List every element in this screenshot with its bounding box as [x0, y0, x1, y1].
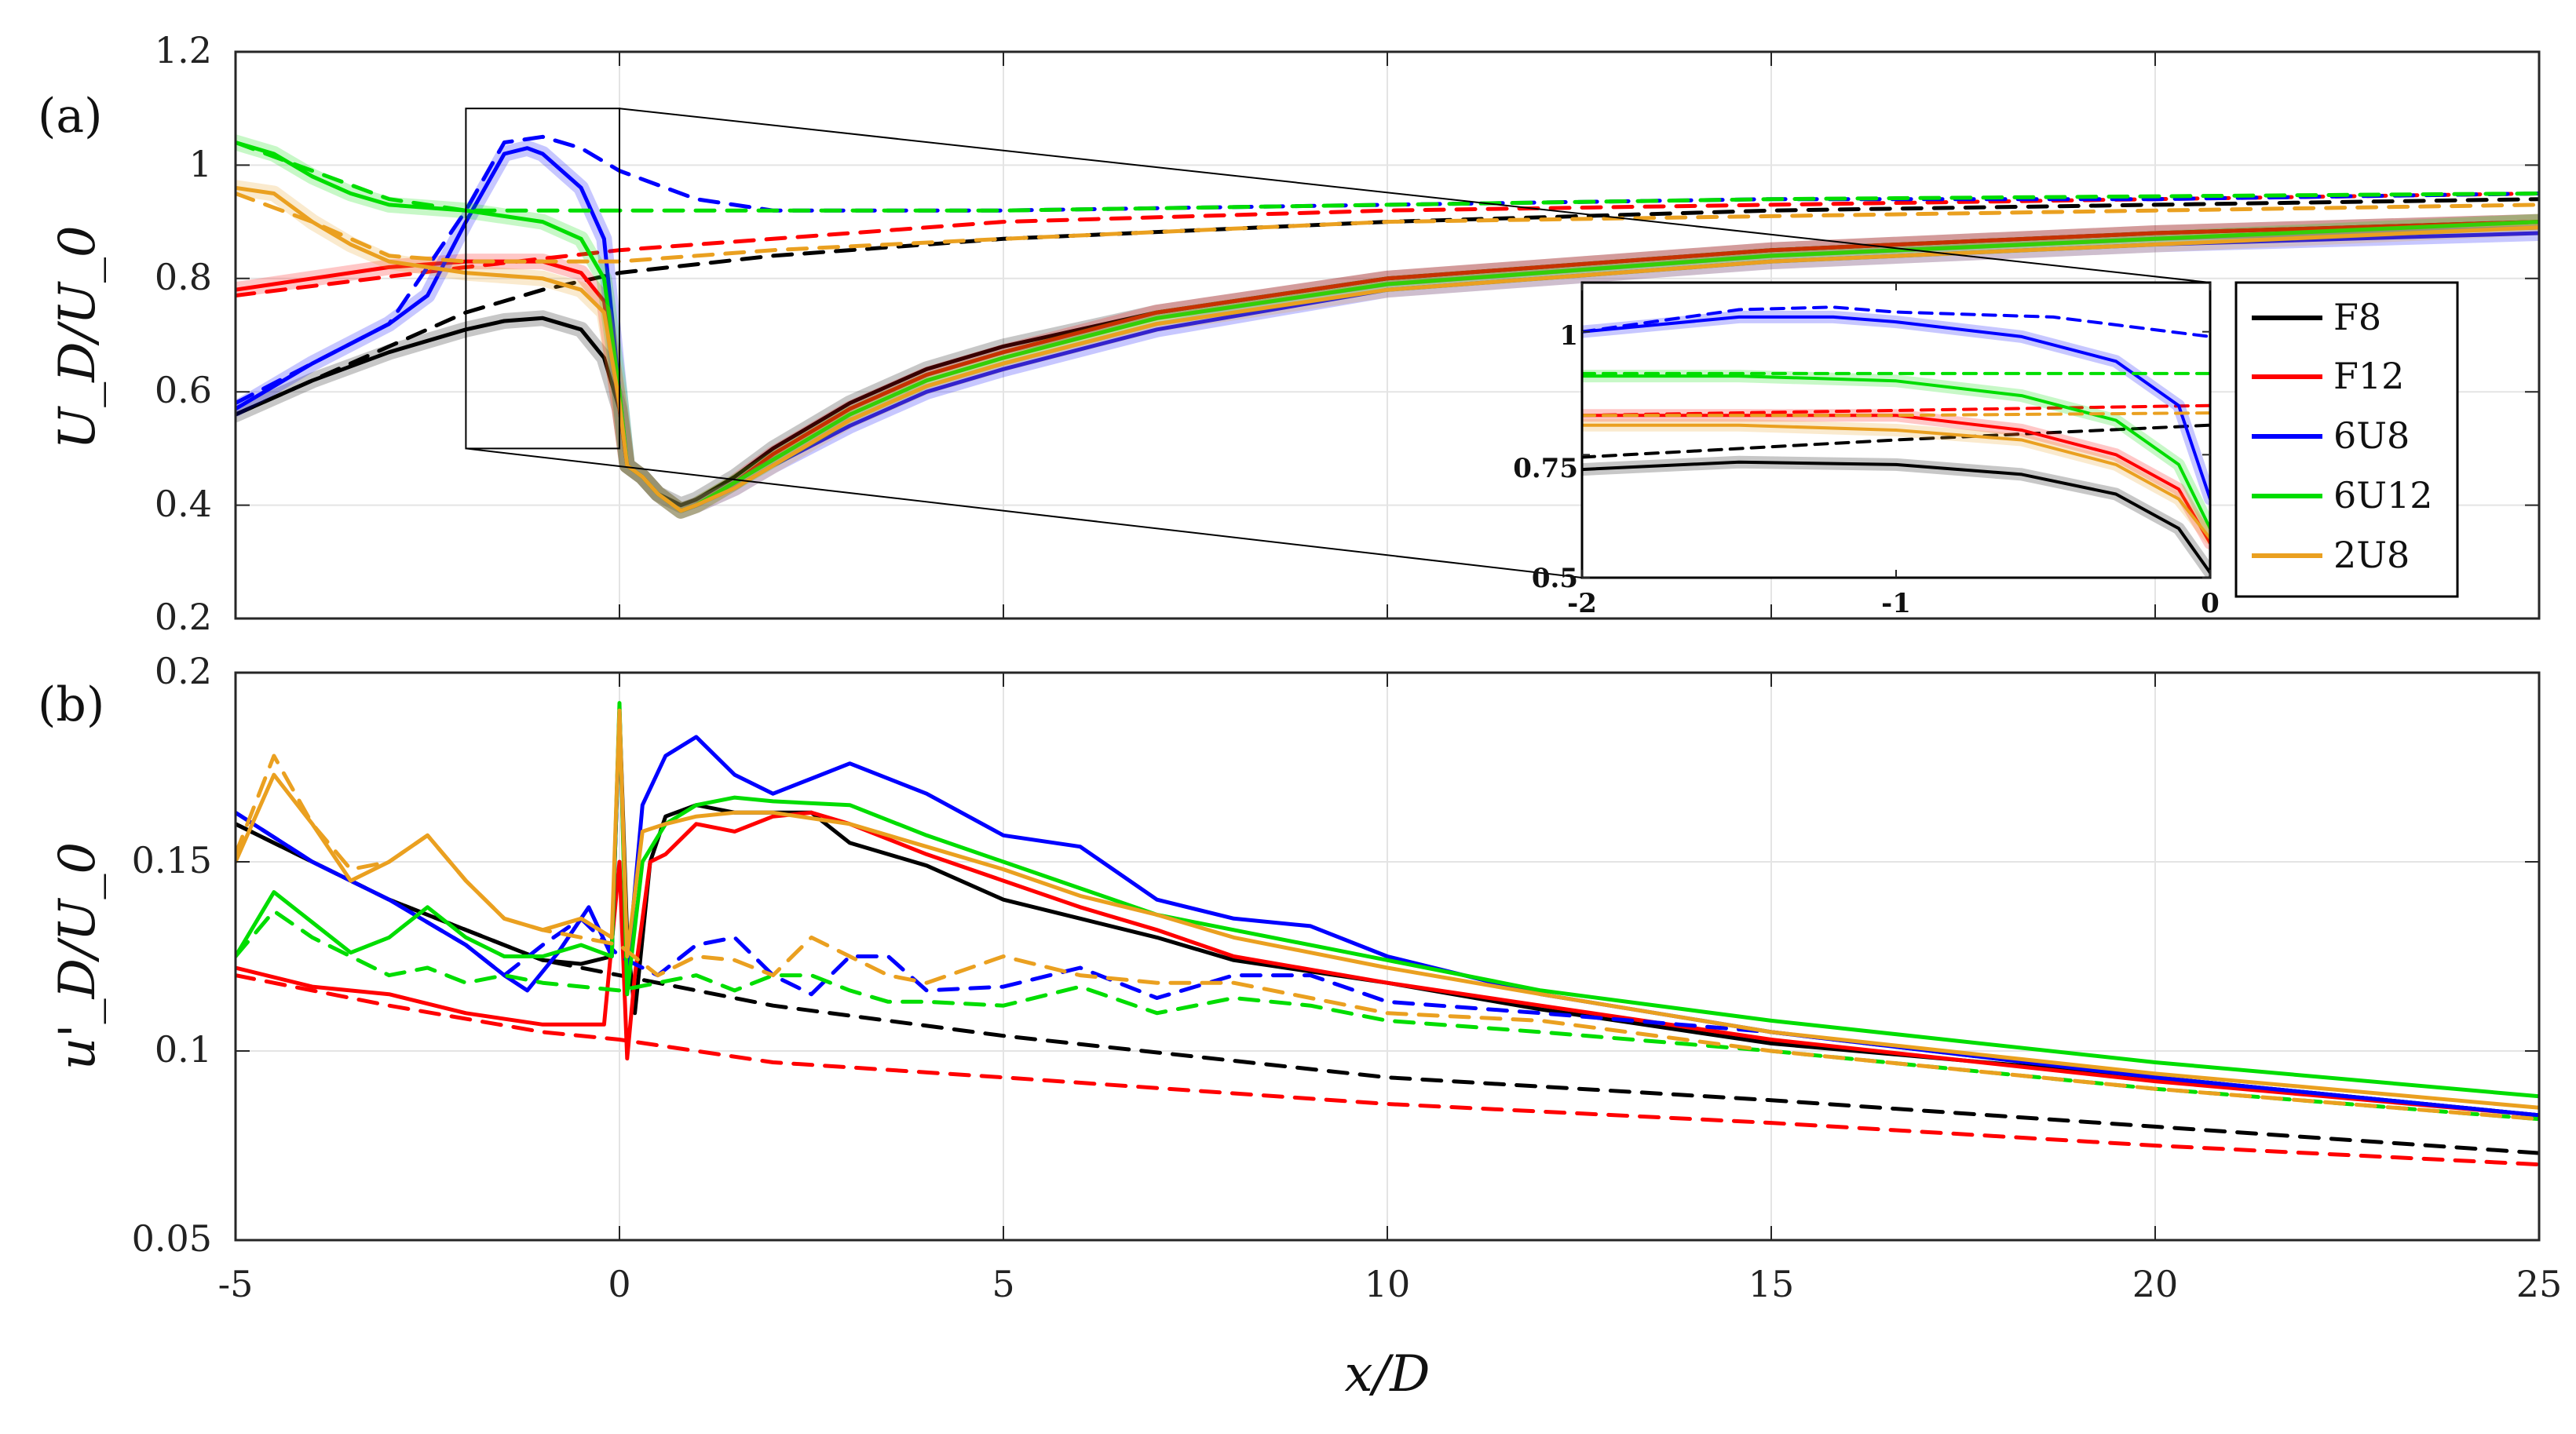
panel-a-ticks	[235, 51, 2540, 619]
panel-b-ylabel: u'_D/U_0	[49, 842, 107, 1070]
inset-series	[1582, 305, 2210, 578]
panel-a-ytick-label: 0.2	[155, 596, 212, 638]
inset-xtick-label: -2	[1567, 588, 1597, 619]
inset-line-6u8-dashed	[1582, 305, 2210, 338]
inset-line-f8-solid	[1582, 460, 2210, 575]
legend-label-2u8: 2U8	[2333, 534, 2410, 576]
panel-b-ticks	[235, 672, 2540, 1241]
panel-a-ytick-label: 1.2	[155, 29, 212, 71]
panel-b-line-6u8-solid	[236, 708, 2539, 1118]
panel-b-ytick-label: 0.05	[132, 1217, 212, 1260]
inset-line-2u8-dashed	[1582, 411, 2210, 418]
panel-b-series	[236, 701, 2539, 1167]
panel-a-ytick-label: 0.6	[155, 369, 212, 411]
zoom-indicator	[465, 108, 2211, 578]
panel-a-label: (a)	[38, 89, 103, 144]
panel-b-ytick-label: 0.2	[155, 650, 212, 692]
inset-ticks	[1581, 283, 2211, 578]
panel-a-line-2u8-dashed	[236, 192, 2539, 264]
panel-a-ytick-label: 0.8	[155, 256, 212, 298]
panel-b-label: (b)	[38, 677, 104, 732]
legend-label-f8: F8	[2333, 296, 2381, 338]
panel-a-line-6u12-dashed	[236, 140, 2539, 213]
x-axis-label: x/D	[1345, 1345, 1431, 1403]
inset-line-f8-dashed	[1582, 423, 2210, 459]
panel-b-ytick-label: 0.1	[155, 1028, 212, 1071]
xtick-label: 15	[1748, 1263, 1795, 1305]
xtick-label: 25	[2516, 1263, 2563, 1305]
panel-a-ytick-label: 1	[189, 143, 212, 185]
legend-label-6u8: 6U8	[2333, 414, 2410, 457]
panel-b-line-f12-dashed	[236, 973, 2539, 1167]
legend: F8 F12 6U8 6U12 2U8	[2234, 281, 2459, 598]
inset-line-6u8-solid	[1582, 315, 2210, 501]
inset-ytick-label: 1	[1559, 320, 1578, 352]
legend-label-f12: F12	[2333, 355, 2404, 397]
inset-xtick-label: -1	[1881, 588, 1911, 619]
xtick-label: 5	[992, 1263, 1014, 1305]
panel-b-ytick-label: 0.15	[132, 839, 212, 881]
panel-a-series	[236, 134, 2539, 519]
panel-b-line-f8-dashed	[236, 822, 2539, 1155]
xtick-label: 20	[2132, 1263, 2179, 1305]
inset-line-f12-dashed	[1582, 403, 2210, 418]
panel-b-line-6u8-dashed	[236, 810, 2539, 1118]
inset-line-2u8-solid	[1582, 423, 2210, 540]
legend-box	[2234, 281, 2459, 598]
xtick-label: -5	[218, 1263, 254, 1305]
inset-ytick-label: 0.5	[1532, 563, 1578, 594]
panel-b-line-2u8-dashed	[236, 753, 2539, 1122]
xtick-label: 10	[1365, 1263, 1411, 1305]
inset-xtick-label: 0	[2201, 588, 2220, 619]
panel-b-line-f12-solid	[236, 810, 2539, 1118]
panel-a-line-2u8-solid	[236, 185, 2539, 513]
legend-label-6u12: 6U12	[2333, 474, 2433, 516]
zoom-connector-bottom	[466, 447, 1583, 578]
inset-ytick-label: 0.75	[1513, 453, 1578, 484]
panel-a-ytick-label: 0.4	[155, 483, 212, 525]
panel-a-line-f8-dashed	[236, 197, 2539, 417]
inset-line-6u12-solid	[1582, 374, 2210, 531]
panel-b: 0.05 0.1 0.15 0.2 -5 0 5 10 15 20 25 (b)…	[38, 650, 2562, 1403]
zoom-box	[465, 108, 621, 450]
panel-b-line-6u12-dashed	[236, 909, 2539, 1122]
panel-a-ylabel: U_D/U_0	[49, 225, 107, 449]
inset-chart: 0.5 0.75 1 -2 -1 0	[1513, 281, 2220, 619]
zoom-connector-top	[619, 108, 2211, 283]
xtick-label: 0	[608, 1263, 630, 1305]
